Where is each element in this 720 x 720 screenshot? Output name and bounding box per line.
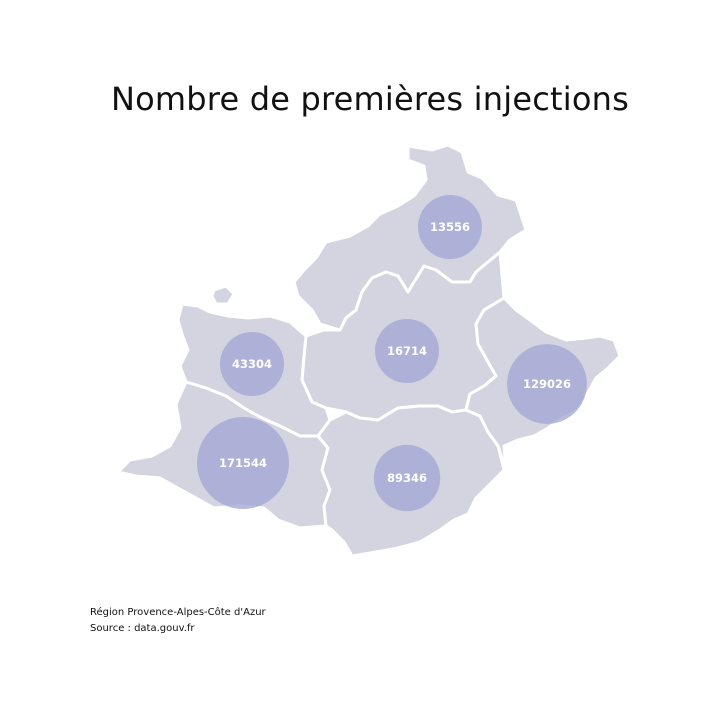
bubble-83: [373, 444, 441, 512]
bubbles-layer: 13556 16714 43304 171544 89346 129026: [197, 195, 587, 512]
bubble-13: [197, 417, 289, 509]
bubble-06: [507, 344, 587, 424]
bubble-label-04: 16714: [387, 344, 427, 358]
bubble-label-06: 129026: [523, 377, 571, 391]
bubble-label-13: 171544: [219, 456, 267, 470]
bubble-label-83: 89346: [387, 471, 427, 485]
caption-region: Région Provence-Alpes-Côte d'Azur: [90, 607, 266, 618]
bubble-label-84: 43304: [232, 357, 272, 371]
bubble-04: [375, 319, 439, 383]
map-title: Nombre de premières injections: [111, 80, 629, 118]
bubble-label-05: 13556: [430, 220, 470, 234]
caption-source: Source : data.gouv.fr: [90, 623, 195, 634]
bubble-84: [220, 332, 284, 396]
bubble-05: [418, 195, 482, 259]
enclave-valreas: [210, 284, 236, 306]
